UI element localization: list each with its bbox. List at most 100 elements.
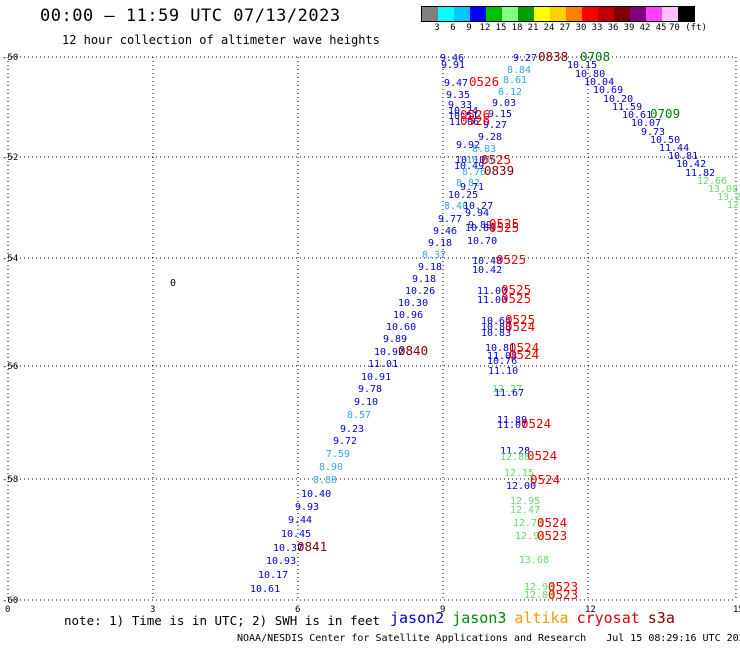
pass-time-label: 0525 [501, 282, 531, 297]
swh-value-label: 9.23 [340, 424, 364, 435]
swh-value-label: 12.27 [492, 384, 522, 395]
swh-value-label: 9.46 [433, 226, 457, 237]
color-scale-label: 21 [527, 23, 539, 33]
longitude-tick-label: 3 [150, 605, 155, 615]
latitude-tick-label: -60 [2, 596, 18, 606]
pass-time-label: 0526 [469, 74, 499, 89]
color-scale-label: 27 [559, 23, 571, 33]
swh-value-label: 8.12 [498, 87, 522, 98]
swh-value-label: 11.01 [368, 359, 398, 370]
pass-time-label: 0524 [530, 472, 560, 487]
longitude-tick-label: 15 [733, 605, 740, 615]
swh-value-label: 13.68 [519, 555, 549, 566]
swh-value-label: 10.61 [622, 110, 652, 121]
swh-value-label: 10.17 [258, 570, 288, 581]
color-scale-swatch [470, 7, 486, 21]
swh-value-label: 10.40 [301, 489, 331, 500]
swh-value-label: 10.81 [485, 343, 515, 354]
swh-value-label: 9.10 [354, 397, 378, 408]
swh-value-label: 10.50 [650, 135, 680, 146]
color-scale-label: 45 [655, 23, 667, 33]
swh-value-label: 12.94 [515, 531, 545, 542]
swh-value-label: 8.37 [422, 250, 446, 261]
map-grid [7, 56, 737, 601]
swh-value-label: 11.89 [497, 415, 527, 426]
swh-value-label: 8.40 [444, 201, 468, 212]
wave-height-color-scale [421, 6, 695, 22]
pass-time-label: 0525 [489, 220, 519, 235]
swh-value-label: 8.76 [462, 167, 486, 178]
color-scale-label: 6 [450, 23, 456, 33]
pass-time-label: 0526 [460, 107, 490, 122]
color-scale-swatch [566, 7, 582, 21]
swh-value-label: 10.61 [250, 584, 280, 595]
swh-value-label: 13.08 [708, 184, 738, 195]
swh-value-label: 10.51 [448, 111, 478, 122]
swh-value-label: 9.89 [383, 334, 407, 345]
pass-time-label: 0525 [481, 152, 511, 167]
pass-time-label: 0709 [650, 106, 680, 121]
swh-value-label: 10.20 [603, 94, 633, 105]
credit-text: NOAA/NESDIS Center for Satellite Applica… [237, 633, 587, 644]
swh-value-label: 12.66 [697, 176, 727, 187]
swh-value-label: 10.91 [361, 372, 391, 383]
swh-value-label: 10.80 [575, 69, 605, 80]
color-scale-label: 3 [434, 23, 440, 33]
swh-value-label: 9.27 [483, 120, 507, 131]
pass-time-label: 0523 [537, 528, 567, 543]
swh-value-label: 11.00 [477, 295, 507, 306]
swh-value-label: 10.96 [393, 310, 423, 321]
swh-value-label: 12.95 [510, 496, 540, 507]
swh-value-label: 10.60 [386, 322, 416, 333]
swh-value-label: 9.18 [428, 238, 452, 249]
color-scale-swatch [518, 7, 534, 21]
pass-time-label: 0524 [527, 448, 557, 463]
pass-time-label: 0524 [509, 340, 539, 355]
color-scale-label: 9 [466, 23, 472, 33]
swh-value-label: 10.04 [584, 77, 614, 88]
pass-time-label: 0839 [484, 163, 514, 178]
pass-time-label: 0526 [460, 113, 490, 128]
swh-value-label: 10.15 [567, 60, 597, 71]
pass-time-label: 0524 [537, 515, 567, 530]
swh-value-label: 13.21 [717, 192, 740, 203]
swh-value-label: 9.33 [448, 100, 472, 111]
pass-time-label: 0525 [501, 291, 531, 306]
satellite-legend-s3a: s3a [647, 609, 675, 627]
latitude-tick-label: -50 [2, 53, 18, 63]
swh-value-label: 9.92 [456, 140, 480, 151]
swh-value-label: 11.07 [497, 420, 527, 431]
swh-value-label: 10.27 [463, 201, 493, 212]
swh-value-label: 10.93 [266, 556, 296, 567]
swh-value-label: 10.07 [631, 118, 661, 129]
swh-value-label: 9.18 [418, 262, 442, 273]
swh-value-label: 11.28 [500, 446, 530, 457]
swh-value-label: 10.81 [668, 151, 698, 162]
swh-value-label: 8.57 [347, 410, 371, 421]
swh-value-label: 10.24 [448, 106, 478, 117]
pass-time-label: 0523 [548, 579, 578, 594]
color-scale-label: 30 [575, 23, 587, 33]
page-subtitle: 12 hour collection of altimeter wave hei… [62, 33, 380, 47]
swh-value-label: 9.27 [513, 53, 537, 64]
swh-value-label: 8.83 [472, 144, 496, 155]
swh-value-label: 10.30 [398, 298, 428, 309]
swh-value-label: 9.78 [358, 384, 382, 395]
swh-value-label: 9.93 [295, 502, 319, 513]
color-scale-swatch [454, 7, 470, 21]
satellite-legend-jason2: jason2 [390, 609, 445, 627]
swh-value-label: 10.76 [487, 356, 517, 367]
swh-value-label: 11.06 [449, 117, 479, 128]
swh-value-label: 9.71 [460, 182, 484, 193]
satellite-legend-jason3: jason3 [452, 609, 507, 627]
satellite-legend: jason2 jason3 altika cryosat s3a [390, 609, 683, 627]
latitude-tick-label: -54 [2, 254, 18, 264]
swh-value-label: 11.59 [612, 102, 642, 113]
color-scale-swatch [550, 7, 566, 21]
color-scale-label: 33 [591, 23, 603, 33]
swh-value-label: 9.89 [468, 220, 492, 231]
swh-value-label: 10.56 [466, 155, 496, 166]
pass-time-label: 0523 [548, 587, 578, 602]
swh-value-label: 10.49 [454, 161, 484, 172]
